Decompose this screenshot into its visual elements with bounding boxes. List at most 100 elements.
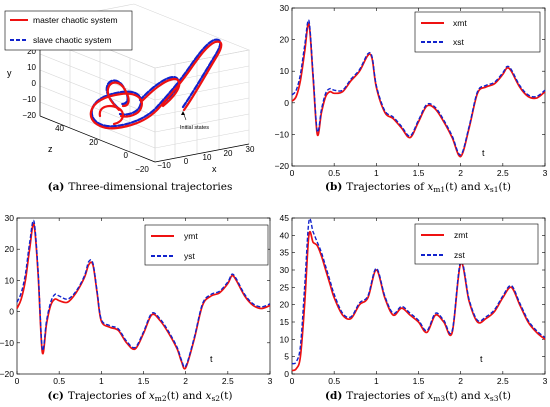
y-tick-label: 20 [280, 300, 290, 310]
x-tick: 30 [246, 145, 255, 154]
z-tick: 20 [89, 138, 98, 147]
series-line-slave [291, 19, 546, 156]
x-tick-label: 2.5 [222, 376, 234, 386]
x-tick: 20 [224, 149, 233, 158]
x-tick-label: 0 [15, 376, 20, 386]
y-tick-label: 20 [5, 244, 15, 254]
caption-var: x [427, 390, 433, 402]
x-tick: 10 [203, 153, 212, 162]
y-tick-label: 45 [280, 213, 290, 223]
panel-d-legend: zmt zst [414, 223, 539, 265]
caption-pre: Trajectories of [346, 181, 427, 193]
y-tick-label: −10 [0, 338, 14, 348]
legend-label-master: zmt [454, 230, 468, 240]
3d-grid [38, 3, 251, 163]
panel-a-3d-plot: 30 20 10 0 −10 −20 y 40 20 0 z −20 −10 0… [4, 3, 255, 193]
legend-label-master: master chaotic system [33, 15, 118, 25]
legend-label-slave: slave chaotic system [33, 35, 111, 45]
panel-b-chart: −20 −10 0 10 20 30 0 0.5 1 1.5 2 2.5 3 xmt xst t (b)… [275, 3, 548, 194]
caption-arg: (t) [445, 181, 457, 193]
caption-mid: and [458, 181, 484, 193]
caption-tag: (a) [48, 181, 65, 193]
caption-mid: and [179, 390, 205, 402]
y-tick: −20 [22, 111, 36, 120]
x-tick: 0 [184, 157, 189, 166]
y-tick: 20 [27, 47, 36, 56]
y-axis-label: y [7, 68, 12, 78]
x-tick-label: 2.5 [497, 376, 509, 386]
annotation-text: Initial states [180, 125, 209, 131]
x-tick-label: 3 [543, 376, 548, 386]
panel-c-chart: −20 −10 0 10 20 30 0 0.5 1 1.5 2 2.5 3 ymt yst t (c)… [0, 213, 273, 403]
x-tick-label: 3 [268, 376, 273, 386]
caption-sub: s2 [211, 394, 220, 403]
x-axis-label: t [210, 354, 213, 364]
legend-label-slave: zst [454, 250, 466, 260]
y-tick: −10 [22, 95, 36, 104]
x-tick-label: 2 [458, 376, 463, 386]
caption-var: x [427, 181, 433, 193]
x-tick-label: 3 [543, 168, 548, 178]
x-tick-label: 0.5 [328, 376, 340, 386]
panel-c-legend: ymt yst [144, 224, 269, 266]
y-tick-label: 0 [9, 307, 14, 317]
series-line-slave [16, 219, 271, 368]
caption-var: x [206, 390, 212, 402]
z-tick: 0 [124, 151, 129, 160]
legend-label-master: xmt [453, 18, 467, 28]
x-tick-label: 2 [458, 168, 463, 178]
x-tick-label: 1.5 [413, 376, 425, 386]
y-tick-label: 20 [280, 35, 290, 45]
y-tick-label: 0 [284, 369, 289, 379]
legend-label-slave: xst [453, 37, 465, 47]
y-tick-label: 30 [280, 265, 290, 275]
caption-sub: s1 [490, 185, 499, 194]
y-tick-label: 0 [284, 98, 289, 108]
z-tick: 40 [55, 124, 64, 133]
x-axis-label: t [482, 148, 485, 158]
legend-box [4, 10, 133, 51]
x-tick-label: 2 [183, 376, 188, 386]
plot-area-b: −20 −10 0 10 20 30 0 0.5 1 1.5 2 2.5 3 [275, 3, 548, 178]
x-axis-label: x [212, 164, 217, 174]
y-tick-label: 5 [284, 352, 289, 362]
legend-box [144, 224, 269, 266]
caption-text: Three-dimensional trajectories [68, 181, 232, 193]
y-tick-label: 10 [280, 66, 290, 76]
x-tick-label: 0 [290, 376, 295, 386]
initial-states-annotation: Initial states [180, 111, 209, 131]
y-tick-label: 15 [280, 317, 290, 327]
legend-label-master: ymt [184, 231, 198, 241]
x-tick-label: 1.5 [138, 376, 150, 386]
x-tick-label: 0.5 [53, 376, 65, 386]
x-tick-label: 1 [374, 376, 379, 386]
legend-box [414, 11, 541, 53]
caption-tag: (c) [47, 390, 63, 402]
x-tick-label: 0 [290, 168, 295, 178]
caption-sub: m3 [433, 394, 445, 403]
x-axis-label: t [480, 354, 483, 364]
master-trajectory-path [89, 40, 223, 130]
panel-b-legend: xmt xst [414, 11, 541, 53]
master-trajectory [89, 40, 223, 130]
caption-a: (a) Three-dimensional trajectories [48, 181, 233, 193]
caption-pre: Trajectories of [346, 390, 427, 402]
x-tick-labels: −20 −10 0 10 20 30 [135, 145, 255, 174]
legend-label-slave: yst [184, 251, 196, 261]
caption-sub: m2 [155, 394, 167, 403]
y-tick-label: −20 [0, 369, 14, 379]
series-line-master [291, 22, 546, 158]
x-tick: −20 [135, 165, 149, 174]
y-tick-label: 40 [280, 230, 290, 240]
caption-sub: m1 [433, 185, 445, 194]
x-tick-label: 2.5 [497, 168, 509, 178]
y-tick-label: −10 [275, 129, 290, 139]
caption-var: x [484, 390, 490, 402]
x-tick-label: 1.5 [413, 168, 425, 178]
caption-pre: Trajectories of [68, 390, 149, 402]
caption-d: (d) Trajectories of xm3(t) and xs3(t) [325, 390, 511, 403]
series-line-master [291, 230, 546, 372]
caption-var: x [484, 181, 490, 193]
